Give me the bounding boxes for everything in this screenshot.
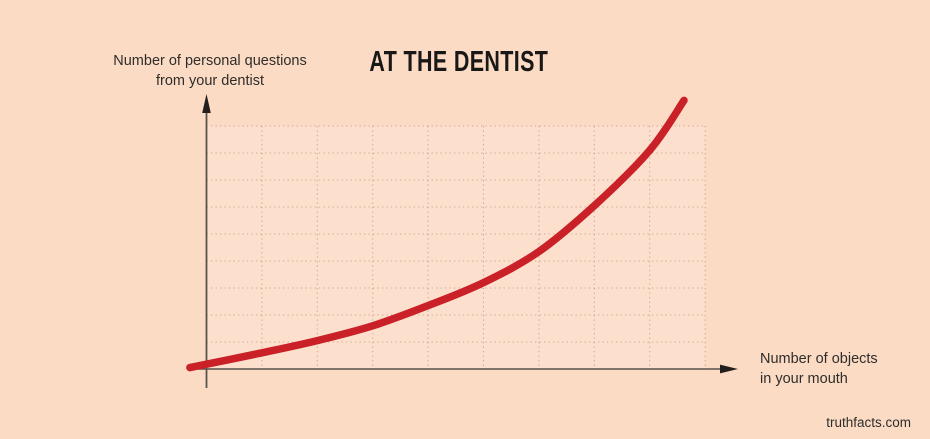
x-axis-label: Number of objects in your mouth [760, 349, 878, 389]
axes [190, 94, 738, 388]
y-axis-label-line1: Number of personal questions [113, 53, 307, 69]
y-axis-arrowhead-icon [202, 94, 211, 113]
chart-title-text: AT THE DENTIST [369, 46, 549, 78]
x-axis-arrowhead-icon [720, 364, 738, 374]
plot-area [206, 126, 706, 369]
y-axis-label: Number of personal questions from your d… [110, 51, 310, 91]
curve-layer [186, 96, 688, 372]
data-curve [186, 96, 688, 372]
x-axis-label-line1: Number of objects [760, 351, 878, 367]
y-axis-label-line2: from your dentist [156, 73, 264, 89]
chart-title: AT THE DENTIST [309, 46, 609, 79]
watermark: truthfacts.com [826, 415, 911, 430]
plot-area-fill [206, 126, 706, 369]
x-axis-label-line2: in your mouth [760, 371, 848, 387]
